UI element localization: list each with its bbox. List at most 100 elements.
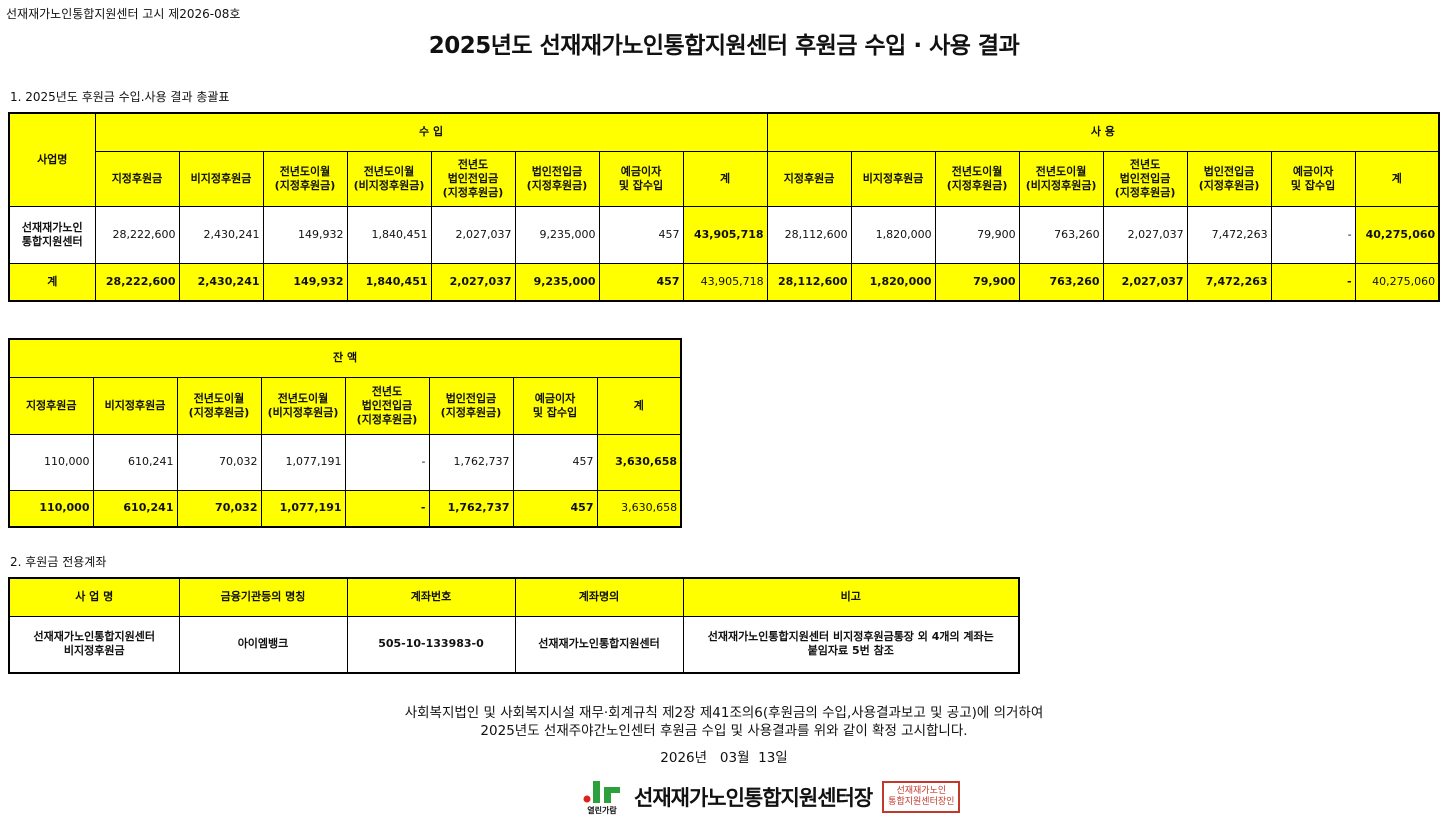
table-cell: 2,027,037 bbox=[1102, 205, 1188, 264]
table-cell: 2,430,241 bbox=[178, 262, 264, 302]
column-header: 전년도이월 (지정후원금) bbox=[262, 150, 348, 207]
table-cell: 110,000 bbox=[8, 489, 94, 528]
table-row: 선재재가노인통합지원센터 비지정후원금 아이엠뱅크 505-10-133983-0 선… bbox=[8, 615, 1020, 674]
table-cell: 40,275,060 bbox=[1354, 205, 1440, 264]
table-row: 선재재가노인 통합지원센터 28,222,600 2,430,241 149,932 1… bbox=[8, 205, 1440, 264]
column-header: 계좌명의 bbox=[514, 577, 684, 617]
table-cell: 7,472,263 bbox=[1186, 262, 1272, 302]
footer-line-1: 사회복지법인 및 사회복지시설 재무·회계규칙 제2장 제41조의6(후원금의 … bbox=[404, 705, 1044, 721]
table-row: 계 28,222,600 2,430,241 149,932 1,840,451 2,02… bbox=[8, 262, 1440, 302]
table-cell: - bbox=[1270, 262, 1356, 302]
column-header: 법인전입금 (지정후원금) bbox=[514, 150, 600, 207]
column-header: 계 bbox=[596, 376, 682, 435]
table-cell: 457 bbox=[598, 262, 684, 302]
column-header: 전년도이월 (지정후원금) bbox=[934, 150, 1020, 207]
column-header: 사 업 명 bbox=[8, 577, 180, 617]
section-1-title: 1. 2025년도 후원금 수입.사용 결과 총괄표 bbox=[10, 90, 230, 104]
table-cell: 763,260 bbox=[1018, 262, 1104, 302]
table-cell: 70,032 bbox=[176, 489, 262, 528]
header-row: 지정후원금 비지정후원금 전년도이월 (지정후원금) 전년도이월 (비지정후원금) 전년… bbox=[9, 150, 1440, 207]
table-cell: - bbox=[1270, 205, 1356, 264]
row-label: 계 bbox=[8, 262, 96, 302]
table-cell: 선재재가노인통합지원센터 비지정후원금통장 외 4개의 계좌는 붙임자료 5번 … bbox=[682, 615, 1020, 674]
column-header: 예금이자 및 잡수입 bbox=[512, 376, 598, 435]
table-cell: 43,905,718 bbox=[682, 262, 768, 302]
column-header: 비지정후원금 bbox=[92, 376, 178, 435]
table-cell: 3,630,658 bbox=[596, 489, 682, 528]
table-cell: 7,472,263 bbox=[1186, 205, 1272, 264]
header-row: 사 업 명 금융기관등의 명칭 계좌번호 계좌명의 비고 bbox=[8, 577, 1020, 617]
column-header: 전년도 법인전입금 (지정후원금) bbox=[430, 150, 516, 207]
table-cell: 1,840,451 bbox=[346, 262, 432, 302]
table-cell: 1,820,000 bbox=[850, 205, 936, 264]
column-header: 계 bbox=[682, 150, 768, 207]
column-header: 전년도 법인전입금 (지정후원금) bbox=[1102, 150, 1188, 207]
table-cell: 505-10-133983-0 bbox=[346, 615, 516, 674]
table-cell: 110,000 bbox=[8, 433, 94, 491]
column-header: 전년도이월 (지정후원금) bbox=[176, 376, 262, 435]
table-cell: 2,027,037 bbox=[430, 262, 516, 302]
signature-block: 열린가람 선재재가노인통합지원센터장 선재재가노인 통합지원센터장인 bbox=[580, 772, 961, 822]
table-cell: - bbox=[344, 433, 430, 491]
column-header: 계좌번호 bbox=[346, 577, 516, 617]
table-cell: 선재재가노인통합지원센터 bbox=[514, 615, 684, 674]
official-seal: 선재재가노인 통합지원센터장인 bbox=[882, 781, 961, 813]
table-row: 110,000 610,241 70,032 1,077,191-1,762,737 4… bbox=[8, 433, 682, 491]
table-cell: 1,077,191 bbox=[260, 489, 346, 528]
column-header: 금융기관등의 명칭 bbox=[178, 577, 348, 617]
column-header: 전년도 법인전입금 (지정후원금) bbox=[344, 376, 430, 435]
column-header: 예금이자 및 잡수입 bbox=[598, 150, 684, 207]
table-cell: 763,260 bbox=[1018, 205, 1104, 264]
column-header: 전년도이월 (비지정후원금) bbox=[346, 150, 432, 207]
table-cell: - bbox=[344, 489, 430, 528]
row-label: 선재재가노인 통합지원센터 bbox=[8, 205, 96, 264]
table-cell: 40,275,060 bbox=[1354, 262, 1440, 302]
table-cell: 610,241 bbox=[92, 433, 178, 491]
column-header: 지정후원금 bbox=[8, 376, 94, 435]
notice-number: 선재재가노인통합지원센터 고시 제2026-08호 bbox=[6, 7, 241, 21]
usage-header: 사 용 bbox=[766, 112, 1440, 152]
balance-header: 잔 액 bbox=[8, 338, 682, 378]
table-cell: 2,430,241 bbox=[178, 205, 264, 264]
table-cell: 9,235,000 bbox=[514, 205, 600, 264]
column-header: 법인전입금 (지정후원금) bbox=[428, 376, 514, 435]
page-title: 2025년도 선재재가노인통합지원센터 후원금 수입 · 사용 결과 bbox=[428, 33, 1020, 59]
table-cell: 28,112,600 bbox=[766, 205, 852, 264]
table-cell: 28,222,600 bbox=[94, 205, 180, 264]
notice-date: 2026년 03월 13일 bbox=[660, 750, 788, 766]
table-cell: 1,762,737 bbox=[428, 433, 514, 491]
table-cell: 1,077,191 bbox=[260, 433, 346, 491]
column-header: 지정후원금 bbox=[94, 150, 180, 207]
column-header: 법인전입금 (지정후원금) bbox=[1186, 150, 1272, 207]
table-cell: 아이엠뱅크 bbox=[178, 615, 348, 674]
column-header: 전년도이월 (비지정후원금) bbox=[260, 376, 346, 435]
table-cell: 9,235,000 bbox=[514, 262, 600, 302]
table-cell: 43,905,718 bbox=[682, 205, 768, 264]
table-cell: 28,222,600 bbox=[94, 262, 180, 302]
table-cell: 1,820,000 bbox=[850, 262, 936, 302]
signatory: 선재재가노인통합지원센터장 bbox=[634, 786, 873, 810]
table-cell: 149,932 bbox=[262, 205, 348, 264]
column-header: 비고 bbox=[682, 577, 1020, 617]
column-header: 비지정후원금 bbox=[178, 150, 264, 207]
table-cell: 457 bbox=[598, 205, 684, 264]
column-header: 비지정후원금 bbox=[850, 150, 936, 207]
table-cell: 149,932 bbox=[262, 262, 348, 302]
table-cell: 610,241 bbox=[92, 489, 178, 528]
column-header: 사업명 bbox=[8, 112, 96, 207]
column-header: 계 bbox=[1354, 150, 1440, 207]
table-cell: 70,032 bbox=[176, 433, 262, 491]
column-header: 전년도이월 (비지정후원금) bbox=[1018, 150, 1104, 207]
table-cell: 28,112,600 bbox=[766, 262, 852, 302]
account-table: 사 업 명 금융기관등의 명칭 계좌번호 계좌명의 비고 선재재가노인통합지원센터 비지정… bbox=[8, 577, 1020, 674]
table-cell: 79,900 bbox=[934, 205, 1020, 264]
balance-table: 잔 액 지정후원금 비지정후원금 전년도이월 (지정후원금) 전년도이월 (비지정후원금… bbox=[8, 338, 683, 528]
table-cell: 79,900 bbox=[934, 262, 1020, 302]
table-cell: 2,027,037 bbox=[430, 205, 516, 264]
table-cell: 457 bbox=[512, 489, 598, 528]
table-cell: 1,840,451 bbox=[346, 205, 432, 264]
table-cell: 3,630,658 bbox=[596, 433, 682, 491]
table-cell: 선재재가노인통합지원센터 비지정후원금 bbox=[8, 615, 180, 674]
